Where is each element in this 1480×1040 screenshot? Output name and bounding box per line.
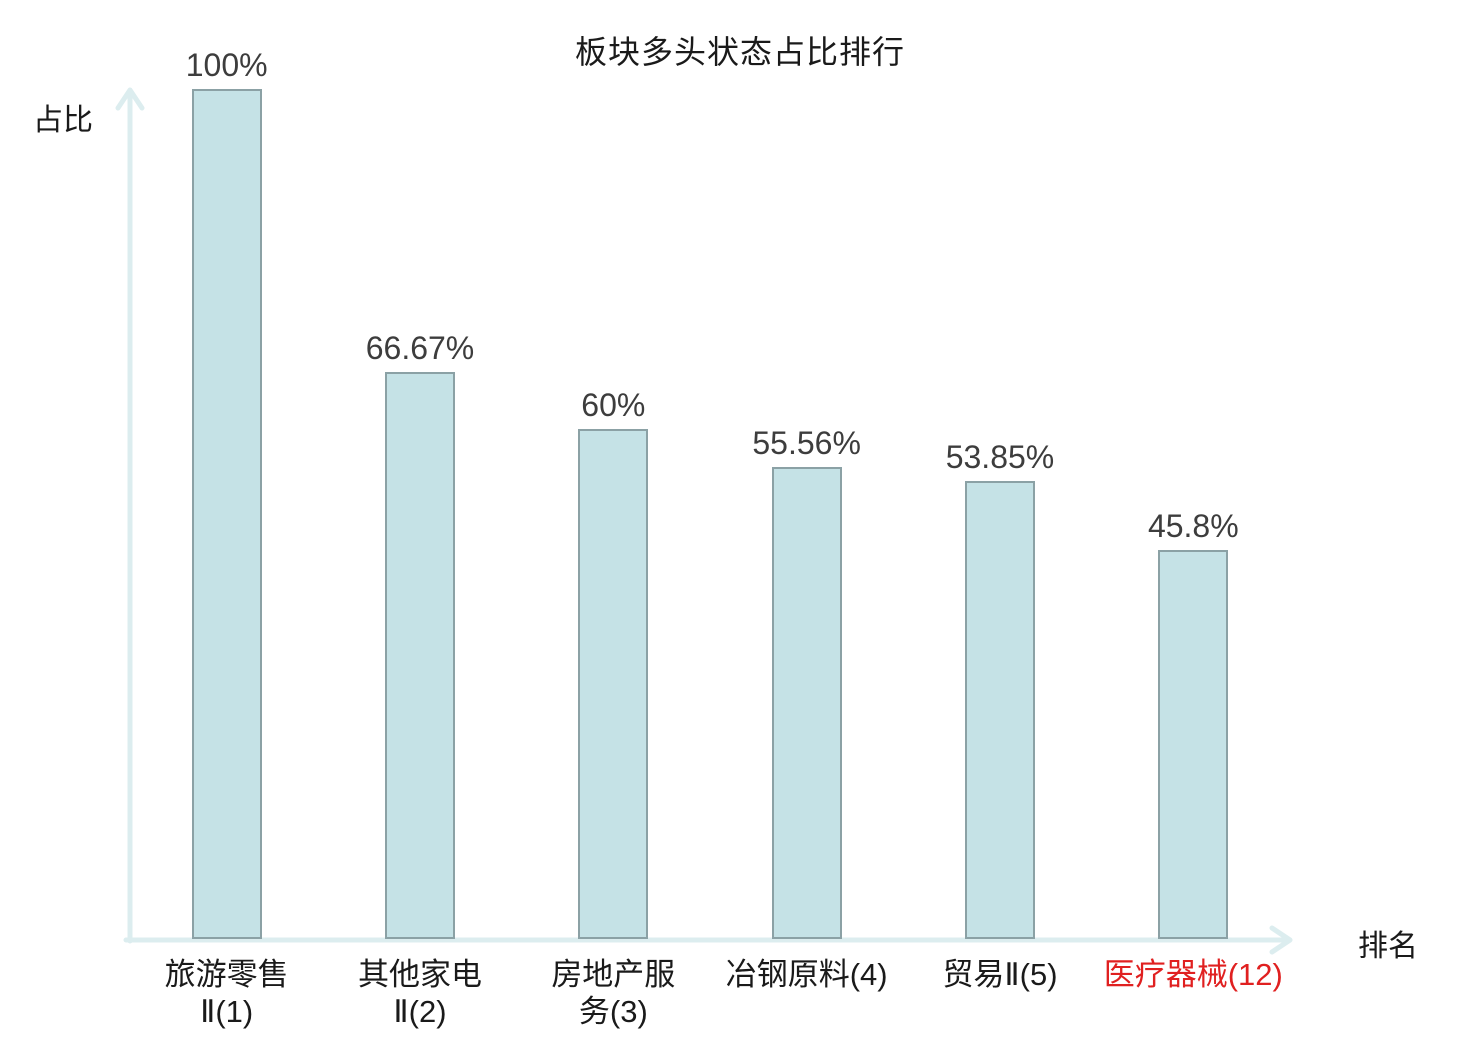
- chart-title: 板块多头状态占比排行: [574, 34, 905, 70]
- bar-group: 45.8%: [1097, 39, 1290, 939]
- bar-group: 53.85%: [903, 39, 1096, 939]
- bar: [578, 429, 649, 939]
- y-axis-line: [115, 87, 145, 944]
- bar-group: 100%: [130, 39, 323, 939]
- y-axis-title: 占比: [33, 104, 93, 137]
- category-label: 房地产服 务(3): [551, 957, 676, 1029]
- bar-group: 60%: [517, 39, 710, 939]
- category-label: 冶钢原料(4): [725, 957, 888, 992]
- bar: [771, 466, 842, 939]
- bar: [964, 481, 1035, 939]
- x-axis-line: [123, 925, 1293, 955]
- x-axis-title: 排名: [1358, 930, 1418, 963]
- bar-value-label: 55.56%: [752, 424, 861, 461]
- bar-value-label: 53.85%: [945, 439, 1055, 476]
- category-label: 贸易Ⅱ(5): [942, 957, 1058, 992]
- bar-value-label: 66.67%: [365, 330, 475, 367]
- bar-value-label: 100%: [185, 47, 268, 83]
- category-label: 其他家电 Ⅱ(2): [357, 957, 482, 1029]
- bar: [1158, 549, 1229, 939]
- bar: [384, 372, 455, 939]
- bar-value-label: 60%: [581, 387, 646, 423]
- category-label: 医疗器械(12): [1103, 957, 1283, 992]
- category-labels-row: 旅游零售 Ⅱ(1) 其他家电 Ⅱ(2) 房地产服 务(3) 冶钢原料(4) 贸易Ⅱ(5)…: [130, 956, 1290, 1030]
- bar-group: 66.67%: [323, 39, 516, 939]
- bar-group: 55.56%: [710, 39, 903, 939]
- bars-area: 100% 66.67% 60% 55.56% 53.85% 45.8%: [130, 39, 1290, 939]
- bar-value-label: 45.8%: [1147, 507, 1239, 544]
- bar: [191, 89, 262, 939]
- category-label: 旅游零售 Ⅱ(1): [164, 957, 289, 1029]
